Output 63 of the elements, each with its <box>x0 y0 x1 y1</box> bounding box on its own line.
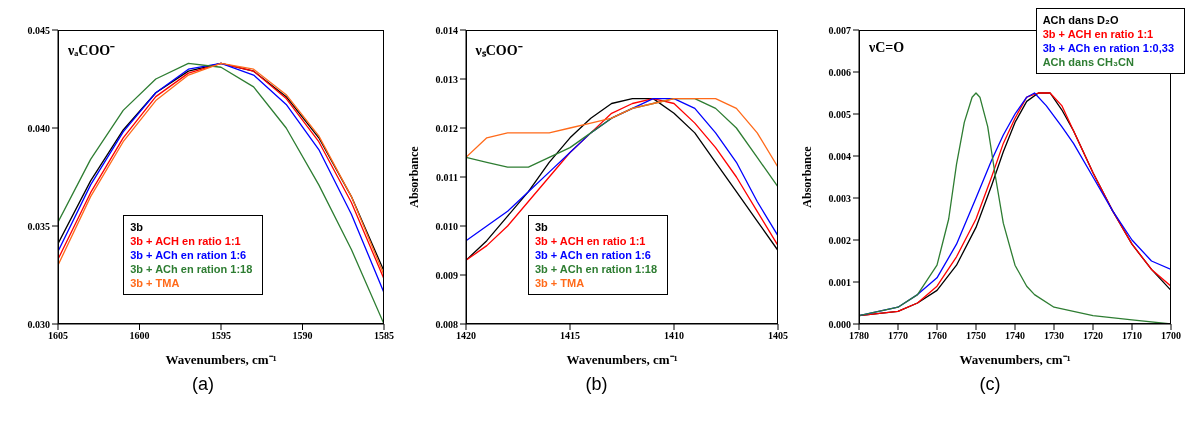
x-axis-title: Wavenumbers, cm⁻¹ <box>565 352 678 367</box>
annotation: νₐCOO⁻ <box>68 42 116 59</box>
x-tick-label: 1710 <box>1122 330 1142 342</box>
y-tick-label: 0.030 <box>27 318 50 330</box>
x-tick-label: 1590 <box>292 330 313 342</box>
x-tick-label: 1730 <box>1044 330 1064 342</box>
y-tick-label: 0.001 <box>828 276 851 288</box>
annotation: νₛCOO⁻ <box>475 42 523 59</box>
y-tick-label: 0.013 <box>435 73 458 85</box>
y-tick-label: 0.006 <box>828 66 851 78</box>
y-tick-label: 0.003 <box>828 192 851 204</box>
text: 3b <box>534 220 549 235</box>
y-tick-label: 0.014 <box>435 24 458 36</box>
text: ACh dans CH₃CN <box>1042 55 1135 69</box>
y-tick-label: 0.008 <box>435 318 458 330</box>
x-tick-label: 1420 <box>455 330 476 342</box>
line-series <box>465 97 778 168</box>
x-tick-label: 1585 <box>374 330 394 342</box>
text: 3b + ACH en ratio 1:1 <box>130 234 242 249</box>
y-tick-label: 0.040 <box>27 122 50 134</box>
x-axis-title: Wavenumbers, cm⁻¹ <box>165 352 277 367</box>
y-tick-label: 0.011 <box>435 171 458 183</box>
y-tick-label: 0.004 <box>828 150 851 162</box>
x-tick-label: 1740 <box>1005 330 1025 342</box>
x-tick-label: 1700 <box>1161 330 1181 342</box>
text: (c) <box>978 374 1002 395</box>
text: 3b <box>130 220 145 235</box>
text: (a) <box>191 374 215 395</box>
text: 3b + ACh en ration 1:18 <box>130 262 253 277</box>
text: 3b + ACh en ration 1:6 <box>130 248 248 263</box>
y-axis-title: Absorbance <box>406 145 421 208</box>
text: 3b + ACh en ration 1:6 <box>534 248 652 263</box>
x-tick-label: 1780 <box>849 330 869 342</box>
x-tick-label: 1415 <box>559 330 580 342</box>
x-tick-label: 1750 <box>966 330 986 342</box>
x-tick-label: 1405 <box>767 330 788 342</box>
text: 3b + ACh en ration 1:0,33 <box>1042 41 1174 55</box>
x-tick-label: 1410 <box>663 330 684 342</box>
y-tick-label: 0.045 <box>27 24 50 36</box>
x-tick-label: 1720 <box>1083 330 1103 342</box>
text: 3b + ACH en ratio 1:1 <box>534 234 647 249</box>
y-tick-label: 0.000 <box>828 318 851 330</box>
y-tick-label: 0.007 <box>828 24 851 36</box>
y-tick-label: 0.009 <box>435 269 458 281</box>
annotation: νC=O <box>869 40 905 56</box>
x-tick-label: 1600 <box>129 330 150 342</box>
text: (b) <box>584 374 609 395</box>
x-tick-label: 1770 <box>888 330 908 342</box>
x-axis-title: Wavenumbers, cm⁻¹ <box>959 352 1071 367</box>
text: 3b + TMA <box>130 276 181 291</box>
x-tick-label: 1760 <box>927 330 947 342</box>
y-tick-label: 0.035 <box>27 220 50 232</box>
y-tick-label: 0.010 <box>435 220 458 232</box>
y-axis-title: Absorbance <box>800 145 815 208</box>
y-tick-label: 0.002 <box>828 234 851 246</box>
text: 3b + ACH en ratio 1:1 <box>1042 27 1155 41</box>
text: 3b + ACh en ration 1:18 <box>534 262 658 277</box>
y-tick-label: 0.012 <box>435 122 458 134</box>
text: 3b + TMA <box>534 276 586 291</box>
text: ACh dans D₂O <box>1042 13 1120 27</box>
y-tick-label: 0.005 <box>828 108 851 120</box>
x-tick-label: 1595 <box>211 330 231 342</box>
x-tick-label: 1605 <box>48 330 68 342</box>
